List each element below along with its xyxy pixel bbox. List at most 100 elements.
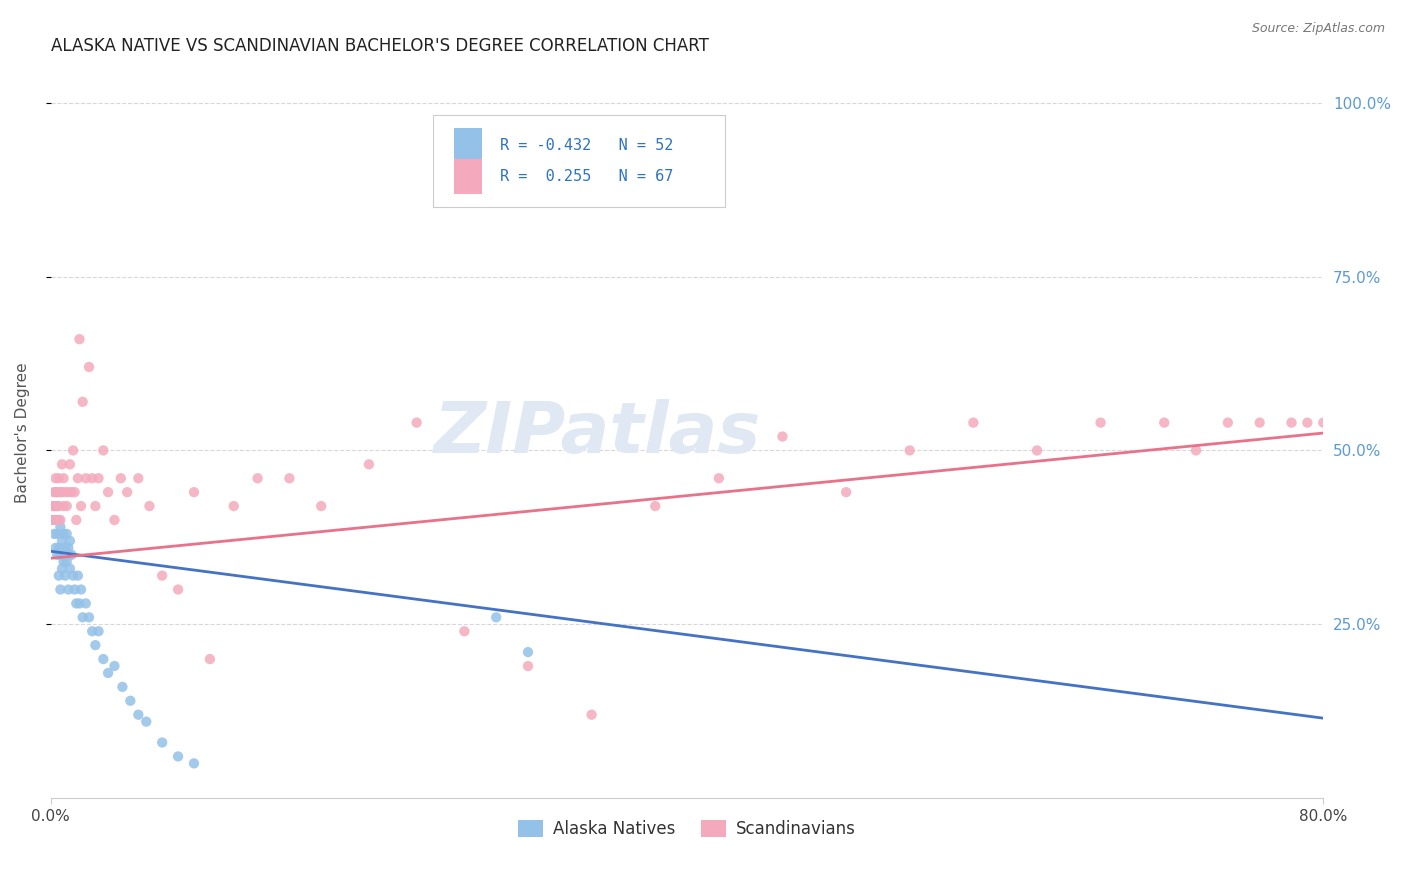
Point: [59, 533, 82, 548]
Point: [772, 429, 794, 443]
Point: [357, 458, 380, 472]
Point: [52, 527, 75, 541]
Point: [1312, 416, 1334, 430]
Point: [48, 499, 70, 513]
Point: [65, 513, 87, 527]
Text: R = -0.432   N = 52: R = -0.432 N = 52: [501, 138, 673, 153]
Point: [45, 485, 67, 500]
Point: [91, 443, 114, 458]
Text: Source: ZipAtlas.com: Source: ZipAtlas.com: [1251, 22, 1385, 36]
Point: [150, 568, 173, 582]
Point: [167, 582, 190, 597]
Point: [63, 582, 86, 597]
Point: [1090, 416, 1112, 430]
Point: [82, 624, 104, 639]
Point: [45, 499, 67, 513]
Point: [65, 596, 87, 610]
Point: [70, 499, 93, 513]
Point: [87, 624, 110, 639]
Point: [103, 659, 125, 673]
Point: [1281, 416, 1303, 430]
Point: [138, 499, 160, 513]
Point: [42, 527, 65, 541]
Point: [45, 541, 67, 555]
Point: [52, 499, 75, 513]
Point: [58, 582, 80, 597]
Point: [59, 458, 82, 472]
Point: [91, 652, 114, 666]
Point: [66, 568, 89, 582]
Point: [150, 735, 173, 749]
Point: [41, 499, 63, 513]
Point: [55, 527, 77, 541]
Point: [46, 548, 69, 562]
Point: [51, 485, 73, 500]
Point: [485, 610, 508, 624]
Point: [62, 568, 84, 582]
Point: [97, 485, 120, 500]
Point: [52, 555, 75, 569]
Point: [59, 562, 82, 576]
Point: [75, 471, 97, 485]
Text: R =  0.255   N = 67: R = 0.255 N = 67: [501, 169, 673, 185]
Point: [49, 513, 72, 527]
Point: [46, 499, 69, 513]
Point: [48, 471, 70, 485]
FancyBboxPatch shape: [433, 115, 725, 207]
Point: [63, 485, 86, 500]
Point: [1249, 416, 1271, 430]
Point: [55, 555, 77, 569]
Point: [48, 513, 70, 527]
Point: [48, 568, 70, 582]
Point: [644, 499, 666, 513]
Point: [42, 499, 65, 513]
Point: [77, 359, 100, 374]
Point: [183, 485, 205, 500]
Point: [51, 533, 73, 548]
Point: [1153, 416, 1175, 430]
Point: [45, 471, 67, 485]
Point: [183, 756, 205, 771]
Point: [41, 513, 63, 527]
Point: [72, 610, 94, 624]
Point: [70, 582, 93, 597]
Point: [49, 548, 72, 562]
Point: [58, 541, 80, 555]
Point: [835, 485, 858, 500]
Point: [53, 568, 76, 582]
Point: [97, 665, 120, 680]
Point: [51, 562, 73, 576]
Point: [1185, 443, 1208, 458]
Text: ZIPatlas: ZIPatlas: [434, 399, 762, 467]
Point: [309, 499, 332, 513]
Point: [87, 471, 110, 485]
Point: [898, 443, 921, 458]
Point: [127, 471, 149, 485]
Point: [69, 596, 91, 610]
Point: [53, 541, 76, 555]
Point: [517, 659, 540, 673]
Point: [46, 527, 69, 541]
Point: [66, 471, 89, 485]
Point: [707, 471, 730, 485]
Point: [60, 548, 83, 562]
Point: [58, 485, 80, 500]
Y-axis label: Bachelor's Degree: Bachelor's Degree: [15, 363, 30, 503]
Point: [52, 471, 75, 485]
Point: [51, 458, 73, 472]
Point: [42, 513, 65, 527]
Point: [84, 638, 107, 652]
Point: [49, 485, 72, 500]
Point: [1026, 443, 1049, 458]
Point: [962, 416, 984, 430]
Point: [1216, 416, 1239, 430]
Point: [127, 707, 149, 722]
Point: [72, 394, 94, 409]
Point: [115, 485, 138, 500]
Point: [84, 499, 107, 513]
Point: [222, 499, 245, 513]
Point: [77, 610, 100, 624]
Point: [517, 645, 540, 659]
Point: [246, 471, 269, 485]
Point: [75, 596, 97, 610]
